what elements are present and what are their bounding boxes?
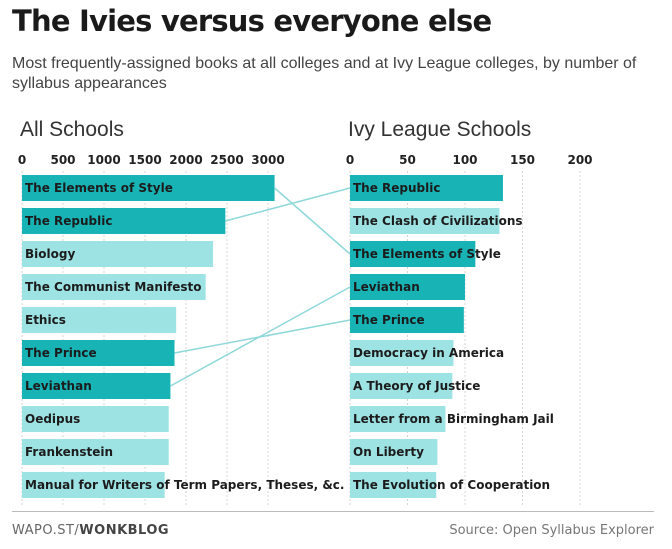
ivy-bar — [350, 241, 476, 267]
ivy-tick-label: 50 — [399, 153, 416, 167]
all-schools-bar — [22, 340, 175, 366]
ivy-tick-label: 200 — [567, 153, 592, 167]
ivy-bar-label: The Clash of Civilizations — [353, 214, 523, 228]
all-schools-panel-title: All Schools — [20, 118, 124, 141]
all-schools-bar-label: Biology — [25, 247, 75, 261]
ivy-bar — [350, 307, 464, 333]
all-schools-tick-label: 3000 — [251, 153, 284, 167]
chart-title: The Ivies versus everyone else — [12, 4, 492, 38]
footer-divider — [12, 511, 654, 512]
chart-subtitle: Most frequently-assigned books at all co… — [12, 55, 637, 92]
ivy-bar — [350, 472, 437, 498]
footer-source: Source: Open Syllabus Explorer — [449, 523, 654, 538]
ivy-bar-label: The Republic — [353, 181, 441, 195]
connector-line — [170, 286, 351, 387]
all-schools-bar — [22, 472, 165, 498]
all-schools-bar — [22, 373, 171, 399]
all-schools-bar-label: Manual for Writers of Term Papers, These… — [25, 478, 344, 492]
connector-lines — [170, 187, 351, 387]
ivy-tick-label: 100 — [452, 153, 477, 167]
all-schools-bar — [22, 175, 275, 201]
footer-brand: WAPO.ST/WONKBLOG — [12, 523, 169, 538]
ivy-tick-label: 0 — [346, 153, 354, 167]
all-schools-bar-label: The Communist Manifesto — [25, 280, 202, 294]
all-schools-bar-label: Ethics — [25, 313, 66, 327]
ivy-bar-label: The Prince — [353, 313, 425, 327]
all-schools-tick-label: 2000 — [169, 153, 202, 167]
ivy-bar-label: A Theory of Justice — [353, 379, 480, 393]
ivy-league-panel-title: Ivy League Schools — [348, 118, 532, 141]
ivy-bar — [350, 175, 503, 201]
ivy-bar — [350, 340, 454, 366]
ivy-bar-label: Letter from a Birmingham Jail — [353, 412, 554, 426]
all-schools-bar — [22, 274, 206, 300]
ivy-bar-label: Leviathan — [353, 280, 420, 294]
all-schools-bar — [22, 208, 226, 234]
all-schools-tick-label: 500 — [50, 153, 75, 167]
connector-line — [274, 187, 351, 255]
all-schools-bar-label: Oedipus — [25, 412, 80, 426]
ivy-bar — [350, 406, 446, 432]
ivy-bar-label: The Evolution of Cooperation — [353, 478, 550, 492]
bars — [22, 175, 503, 498]
connector-line — [225, 187, 351, 222]
ivy-bar-label: On Liberty — [353, 445, 424, 459]
all-schools-tick-label: 1500 — [128, 153, 161, 167]
ivy-bar — [350, 439, 438, 465]
ivy-bar — [350, 274, 465, 300]
ivy-bar-label: The Elements of Style — [353, 247, 501, 261]
all-schools-bar-label: The Republic — [25, 214, 113, 228]
footer-brand-prefix: WAPO.ST/ — [12, 523, 80, 538]
all-schools-bar-label: Frankenstein — [25, 445, 113, 459]
ivy-tick-label: 150 — [510, 153, 535, 167]
all-schools-bar-label: Leviathan — [25, 379, 92, 393]
all-schools-tick-label: 1000 — [87, 153, 120, 167]
all-schools-bar — [22, 439, 169, 465]
ivy-bar — [350, 208, 500, 234]
all-schools-bar-label: The Elements of Style — [25, 181, 173, 195]
all-schools-bar — [22, 307, 177, 333]
ivy-bar-label: Democracy in America — [353, 346, 504, 360]
all-schools-tick-label: 0 — [18, 153, 26, 167]
all-schools-bar — [22, 406, 169, 432]
connector-line — [174, 319, 351, 354]
ivy-bar — [350, 373, 453, 399]
footer-brand-name: WONKBLOG — [79, 523, 170, 538]
all-schools-tick-label: 2500 — [210, 153, 243, 167]
all-schools-bar — [22, 241, 214, 267]
all-schools-bar-label: The Prince — [25, 346, 97, 360]
